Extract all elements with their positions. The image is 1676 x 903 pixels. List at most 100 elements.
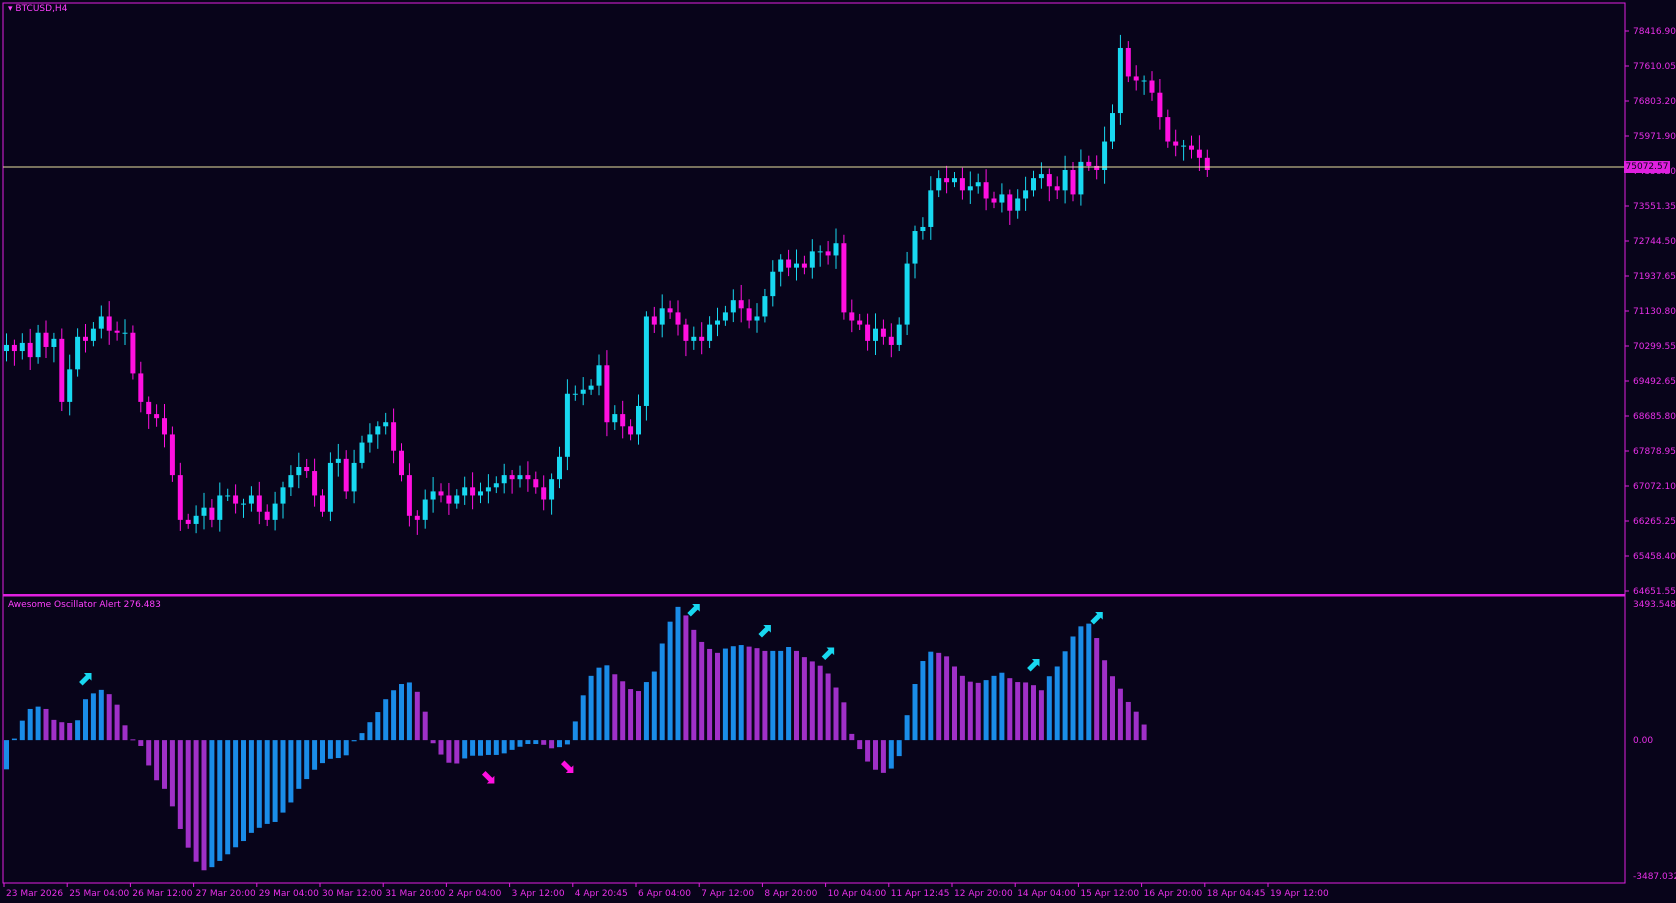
- candle-body: [920, 226, 926, 232]
- candle: [817, 245, 823, 267]
- candle-body: [778, 259, 784, 272]
- candle: [209, 499, 215, 528]
- oscillator-bar: [169, 740, 175, 807]
- oscillator-bar: [636, 691, 641, 741]
- candle: [1046, 168, 1052, 202]
- candle-body: [1078, 161, 1084, 195]
- oscillator-bar: [667, 621, 673, 741]
- buy-arrow-icon: ⬈: [1025, 652, 1042, 676]
- candle-body: [367, 434, 373, 443]
- candle-body: [106, 316, 112, 331]
- candle-body: [1062, 170, 1068, 191]
- oscillator-bar: [343, 740, 349, 756]
- time-axis-label: 19 Apr 12:00: [1270, 889, 1329, 899]
- time-axis-label: 27 Mar 20:00: [196, 889, 256, 899]
- oscillator-bar: [564, 740, 570, 745]
- candle-body: [59, 338, 65, 402]
- candle-body: [1157, 92, 1163, 118]
- oscillator-bar: [604, 665, 610, 741]
- candle-body: [493, 483, 499, 488]
- candles-layer: [3, 34, 1624, 535]
- candle: [549, 473, 555, 515]
- oscillator-bar: [880, 740, 886, 773]
- candle: [825, 241, 831, 265]
- candle-body: [517, 475, 523, 480]
- price-axis-label: 73551.35: [1633, 202, 1676, 212]
- oscillator-bar: [296, 740, 302, 789]
- oscillator-bar: [438, 740, 444, 755]
- candle: [983, 169, 989, 211]
- price-axis-label: 67878.95: [1633, 447, 1676, 457]
- candle-body: [312, 471, 318, 496]
- candle: [888, 323, 894, 358]
- oscillator-bar: [738, 645, 744, 741]
- candle: [406, 463, 412, 527]
- candle: [27, 328, 33, 370]
- candle-body: [169, 434, 175, 476]
- oscillator-bar: [675, 606, 681, 741]
- candle-body: [422, 499, 428, 520]
- candle: [533, 471, 539, 494]
- candle: [1007, 189, 1013, 225]
- oscillator-bar: [375, 712, 381, 741]
- candle-body: [825, 251, 831, 256]
- candle-body: [272, 503, 278, 520]
- candle: [580, 377, 586, 406]
- candle: [873, 313, 878, 356]
- chart-symbol-title[interactable]: ▾ BTCUSD,H4: [8, 4, 67, 14]
- candle-body: [11, 344, 17, 352]
- candle-body: [304, 466, 310, 472]
- candle: [1015, 189, 1021, 219]
- candle: [912, 225, 918, 279]
- candle: [185, 513, 191, 529]
- oscillator-bar: [327, 740, 333, 759]
- oscillator-bar: [1086, 623, 1092, 741]
- oscillator-bar: [27, 708, 33, 741]
- candle: [1110, 104, 1115, 150]
- candle-body: [801, 263, 807, 268]
- candle-body: [177, 475, 183, 520]
- oscillator-bar: [493, 740, 499, 755]
- candle-body: [248, 495, 254, 504]
- candle-body: [1196, 149, 1202, 158]
- candle-body: [983, 182, 989, 199]
- time-axis-label: 11 Apr 12:45: [891, 889, 950, 899]
- candle-body: [1189, 145, 1194, 150]
- oscillator-bar: [873, 740, 878, 770]
- candle-body: [359, 442, 365, 463]
- candle: [422, 489, 428, 529]
- candle: [841, 234, 847, 320]
- candle-body: [849, 312, 855, 321]
- price-axis-label: 77610.05: [1633, 62, 1676, 72]
- candle: [1054, 176, 1060, 200]
- candle-body: [138, 373, 144, 402]
- candle: [280, 481, 286, 519]
- oscillator-bar: [659, 643, 665, 741]
- axes-layer: 78416.9077610.0576803.2075971.9074358.20…: [3, 27, 1676, 899]
- candle: [454, 489, 460, 509]
- oscillator-bar: [620, 681, 626, 741]
- candle-body: [27, 342, 33, 358]
- candle: [83, 323, 88, 353]
- oscillator-bar: [248, 740, 254, 833]
- candle-body: [999, 194, 1005, 203]
- dropdown-arrow-icon[interactable]: ▾: [8, 4, 13, 14]
- candle: [801, 255, 807, 275]
- oscillator-bar: [991, 675, 997, 741]
- candle-body: [1094, 165, 1100, 171]
- candle-body: [485, 487, 491, 492]
- candle: [880, 319, 886, 345]
- candle-body: [754, 316, 760, 321]
- candle-body: [865, 324, 871, 341]
- candle: [564, 379, 570, 471]
- candle: [857, 313, 863, 331]
- oscillator-bar: [825, 673, 831, 741]
- candle-body: [1046, 174, 1052, 187]
- candle: [43, 320, 49, 358]
- oscillator-bar: [533, 740, 539, 745]
- candle: [730, 289, 736, 323]
- candle-body: [770, 271, 776, 297]
- time-axis-label: 10 Apr 04:00: [828, 889, 887, 899]
- candle-body: [691, 336, 697, 341]
